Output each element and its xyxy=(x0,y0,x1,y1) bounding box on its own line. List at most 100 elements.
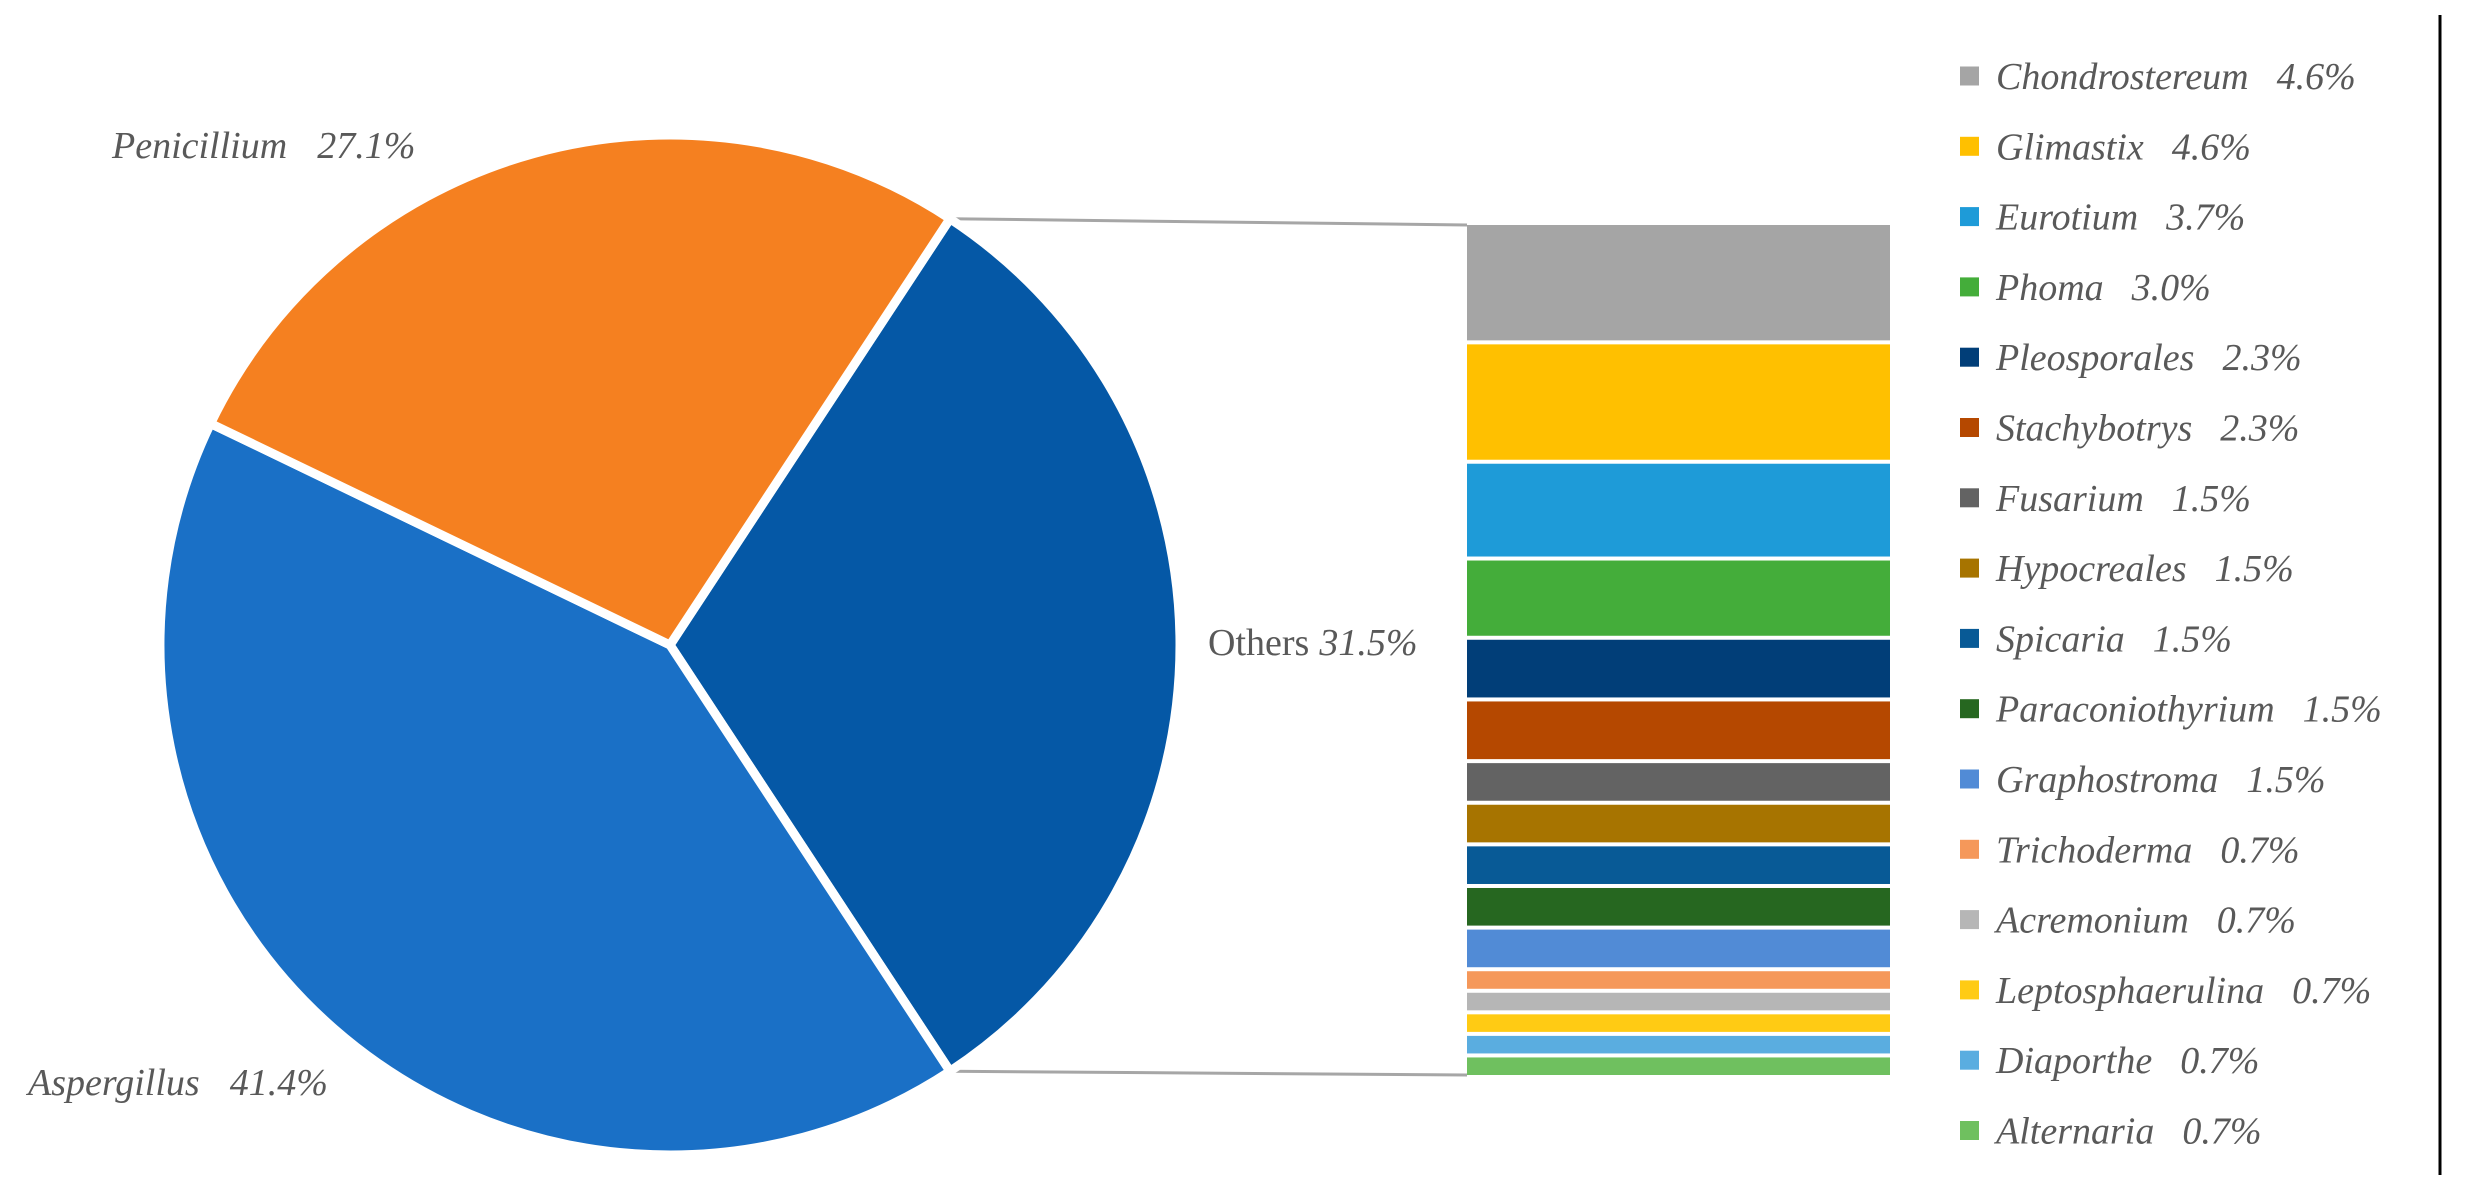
legend-item-spicaria: Spicaria 1.5% xyxy=(1960,618,2232,660)
pie-label-aspergillus: Aspergillus 41.4% xyxy=(25,1062,328,1104)
legend-label: Leptosphaerulina 0.7% xyxy=(1995,970,2371,1012)
legend-label: Glimastix 4.6% xyxy=(1996,126,2251,168)
pie-labels: Aspergillus 41.4% Penicillium 27.1% Others 31… xyxy=(25,125,1417,1104)
bar-segment-stachybotrys xyxy=(1467,701,1890,760)
legend-label-value: 1.5% xyxy=(2246,759,2325,801)
legend-label: Graphostroma 1.5% xyxy=(1996,759,2326,801)
legend-label-name: Leptosphaerulina xyxy=(1995,970,2264,1012)
bar-segment-spicaria xyxy=(1467,846,1890,884)
bar-segment-trichoderma xyxy=(1467,971,1890,989)
legend-label: Chondrostereum 4.6% xyxy=(1996,56,2356,98)
legend-swatch xyxy=(1960,628,1979,648)
legend-label-value: 2.3% xyxy=(2222,337,2301,379)
legend-label-name: Graphostroma xyxy=(1996,759,2218,801)
legend-label-value: 0.7% xyxy=(2182,1111,2261,1153)
legend-label-value: 3.0% xyxy=(2131,267,2211,309)
bar-segment-graphostroma xyxy=(1467,929,1890,968)
legend-label-value: 0.7% xyxy=(2180,1040,2259,1082)
legend-item-trichoderma: Trichoderma 0.7% xyxy=(1960,829,2300,871)
bar-segment-phoma xyxy=(1467,560,1890,636)
legend-label-value: 1.5% xyxy=(2215,548,2294,590)
pie-label-penicillium: Penicillium 27.1% xyxy=(111,125,415,167)
connector-top xyxy=(949,217,1468,227)
legend-swatch xyxy=(1960,136,1979,156)
pie xyxy=(155,130,1185,1160)
legend-label: Hypocreales 1.5% xyxy=(1995,548,2294,590)
legend-label-name: Alternaria xyxy=(1993,1111,2154,1153)
legend-item-pleosporales: Pleosporales 2.3% xyxy=(1960,337,2302,379)
legend-item-graphostroma: Graphostroma 1.5% xyxy=(1960,759,2326,801)
legend-label-value: 3.7% xyxy=(2165,197,2245,239)
legend-label: Alternaria 0.7% xyxy=(1993,1111,2261,1153)
legend-swatch xyxy=(1960,980,1979,1000)
pie-slice-penicillium xyxy=(206,130,955,650)
legend-label-name: Glimastix xyxy=(1996,126,2144,168)
legend-item-alternaria: Alternaria 0.7% xyxy=(1960,1111,2261,1153)
legend-label: Acremonium 0.7% xyxy=(1993,900,2296,942)
legend-label-name: Spicaria xyxy=(1996,618,2125,660)
bar-segment-diaporthe xyxy=(1467,1035,1890,1054)
legend-label-name: Trichoderma xyxy=(1996,829,2192,871)
legend-label-value: 1.5% xyxy=(2303,689,2382,731)
legend-item-eurotium: Eurotium 3.7% xyxy=(1960,197,2245,239)
bar-segment-paraconiothyrium xyxy=(1467,887,1890,926)
legend-item-diaporthe: Diaporthe 0.7% xyxy=(1960,1040,2259,1082)
legend-item-stachybotrys: Stachybotrys 2.3% xyxy=(1960,408,2299,450)
legend-swatch xyxy=(1960,207,1979,227)
legend-label: Pleosporales 2.3% xyxy=(1995,337,2302,379)
legend-swatch xyxy=(1960,558,1979,578)
legend-item-glimastix: Glimastix 4.6% xyxy=(1960,126,2251,168)
bar-segment-alternaria xyxy=(1467,1057,1890,1075)
legend-label: Eurotium 3.7% xyxy=(1995,197,2245,239)
legend-label-name: Hypocreales xyxy=(1995,548,2187,590)
connector-bottom xyxy=(949,1069,1468,1077)
bar-segment-hypocreales xyxy=(1467,804,1890,843)
legend-label: Stachybotrys 2.3% xyxy=(1996,408,2299,450)
legend-label-value: 1.5% xyxy=(2172,478,2251,520)
legend-label-value: 0.7% xyxy=(2292,970,2371,1012)
legend-label-value: 0.7% xyxy=(2217,900,2296,942)
legend-label: Spicaria 1.5% xyxy=(1996,618,2232,660)
legend-item-hypocreales: Hypocreales 1.5% xyxy=(1960,548,2294,590)
pie-label-name: Penicillium xyxy=(111,125,287,167)
pie-slice-others xyxy=(665,214,1185,1076)
legend-item-paraconiothyrium: Paraconiothyrium 1.5% xyxy=(1960,689,2382,731)
connector-lines xyxy=(949,217,1468,1077)
legend-swatch xyxy=(1960,910,1979,930)
legend-label-name: Diaporthe xyxy=(1995,1040,2152,1082)
legend-label: Phoma 3.0% xyxy=(1995,267,2211,309)
legend-label-name: Paraconiothyrium xyxy=(1995,689,2275,731)
legend-swatch xyxy=(1960,699,1979,719)
legend-swatch xyxy=(1960,1050,1979,1070)
legend-label: Fusarium 1.5% xyxy=(1995,478,2251,520)
legend-label-name: Chondrostereum xyxy=(1996,56,2249,98)
legend-label: Trichoderma 0.7% xyxy=(1996,829,2300,871)
legend-item-leptosphaerulina: Leptosphaerulina 0.7% xyxy=(1960,970,2371,1012)
stacked-bar xyxy=(1467,225,1890,1075)
legend-label-name: Stachybotrys xyxy=(1996,408,2192,450)
pie-label-name: Others xyxy=(1208,622,1309,664)
legend-swatch xyxy=(1960,1121,1979,1140)
legend-label-value: 4.6% xyxy=(2172,126,2251,168)
bar-segment-fusarium xyxy=(1467,763,1890,801)
legend-label-name: Phoma xyxy=(1995,267,2104,309)
pie-label-value: 41.4% xyxy=(230,1062,328,1104)
legend-item-fusarium: Fusarium 1.5% xyxy=(1960,478,2251,520)
legend-label-value: 4.6% xyxy=(2277,56,2356,98)
legend-label-name: Acremonium xyxy=(1993,900,2189,942)
legend-swatch xyxy=(1960,277,1979,297)
legend-label-name: Eurotium xyxy=(1995,197,2138,239)
legend-label-value: 1.5% xyxy=(2153,618,2232,660)
pie-label-others: Others 31.5% xyxy=(1208,622,1417,664)
legend-swatch xyxy=(1960,488,1979,508)
legend-label: Paraconiothyrium 1.5% xyxy=(1995,689,2382,731)
bar-segment-acremonium xyxy=(1467,992,1890,1011)
legend-swatch xyxy=(1960,769,1979,789)
bar-segment-eurotium xyxy=(1467,463,1890,557)
legend-label-name: Fusarium xyxy=(1995,478,2144,520)
bar-segment-chondrostereum xyxy=(1467,225,1890,341)
legend-label-name: Pleosporales xyxy=(1995,337,2194,379)
legend-swatch xyxy=(1960,418,1979,437)
pie-slice-aspergillus xyxy=(155,419,955,1160)
